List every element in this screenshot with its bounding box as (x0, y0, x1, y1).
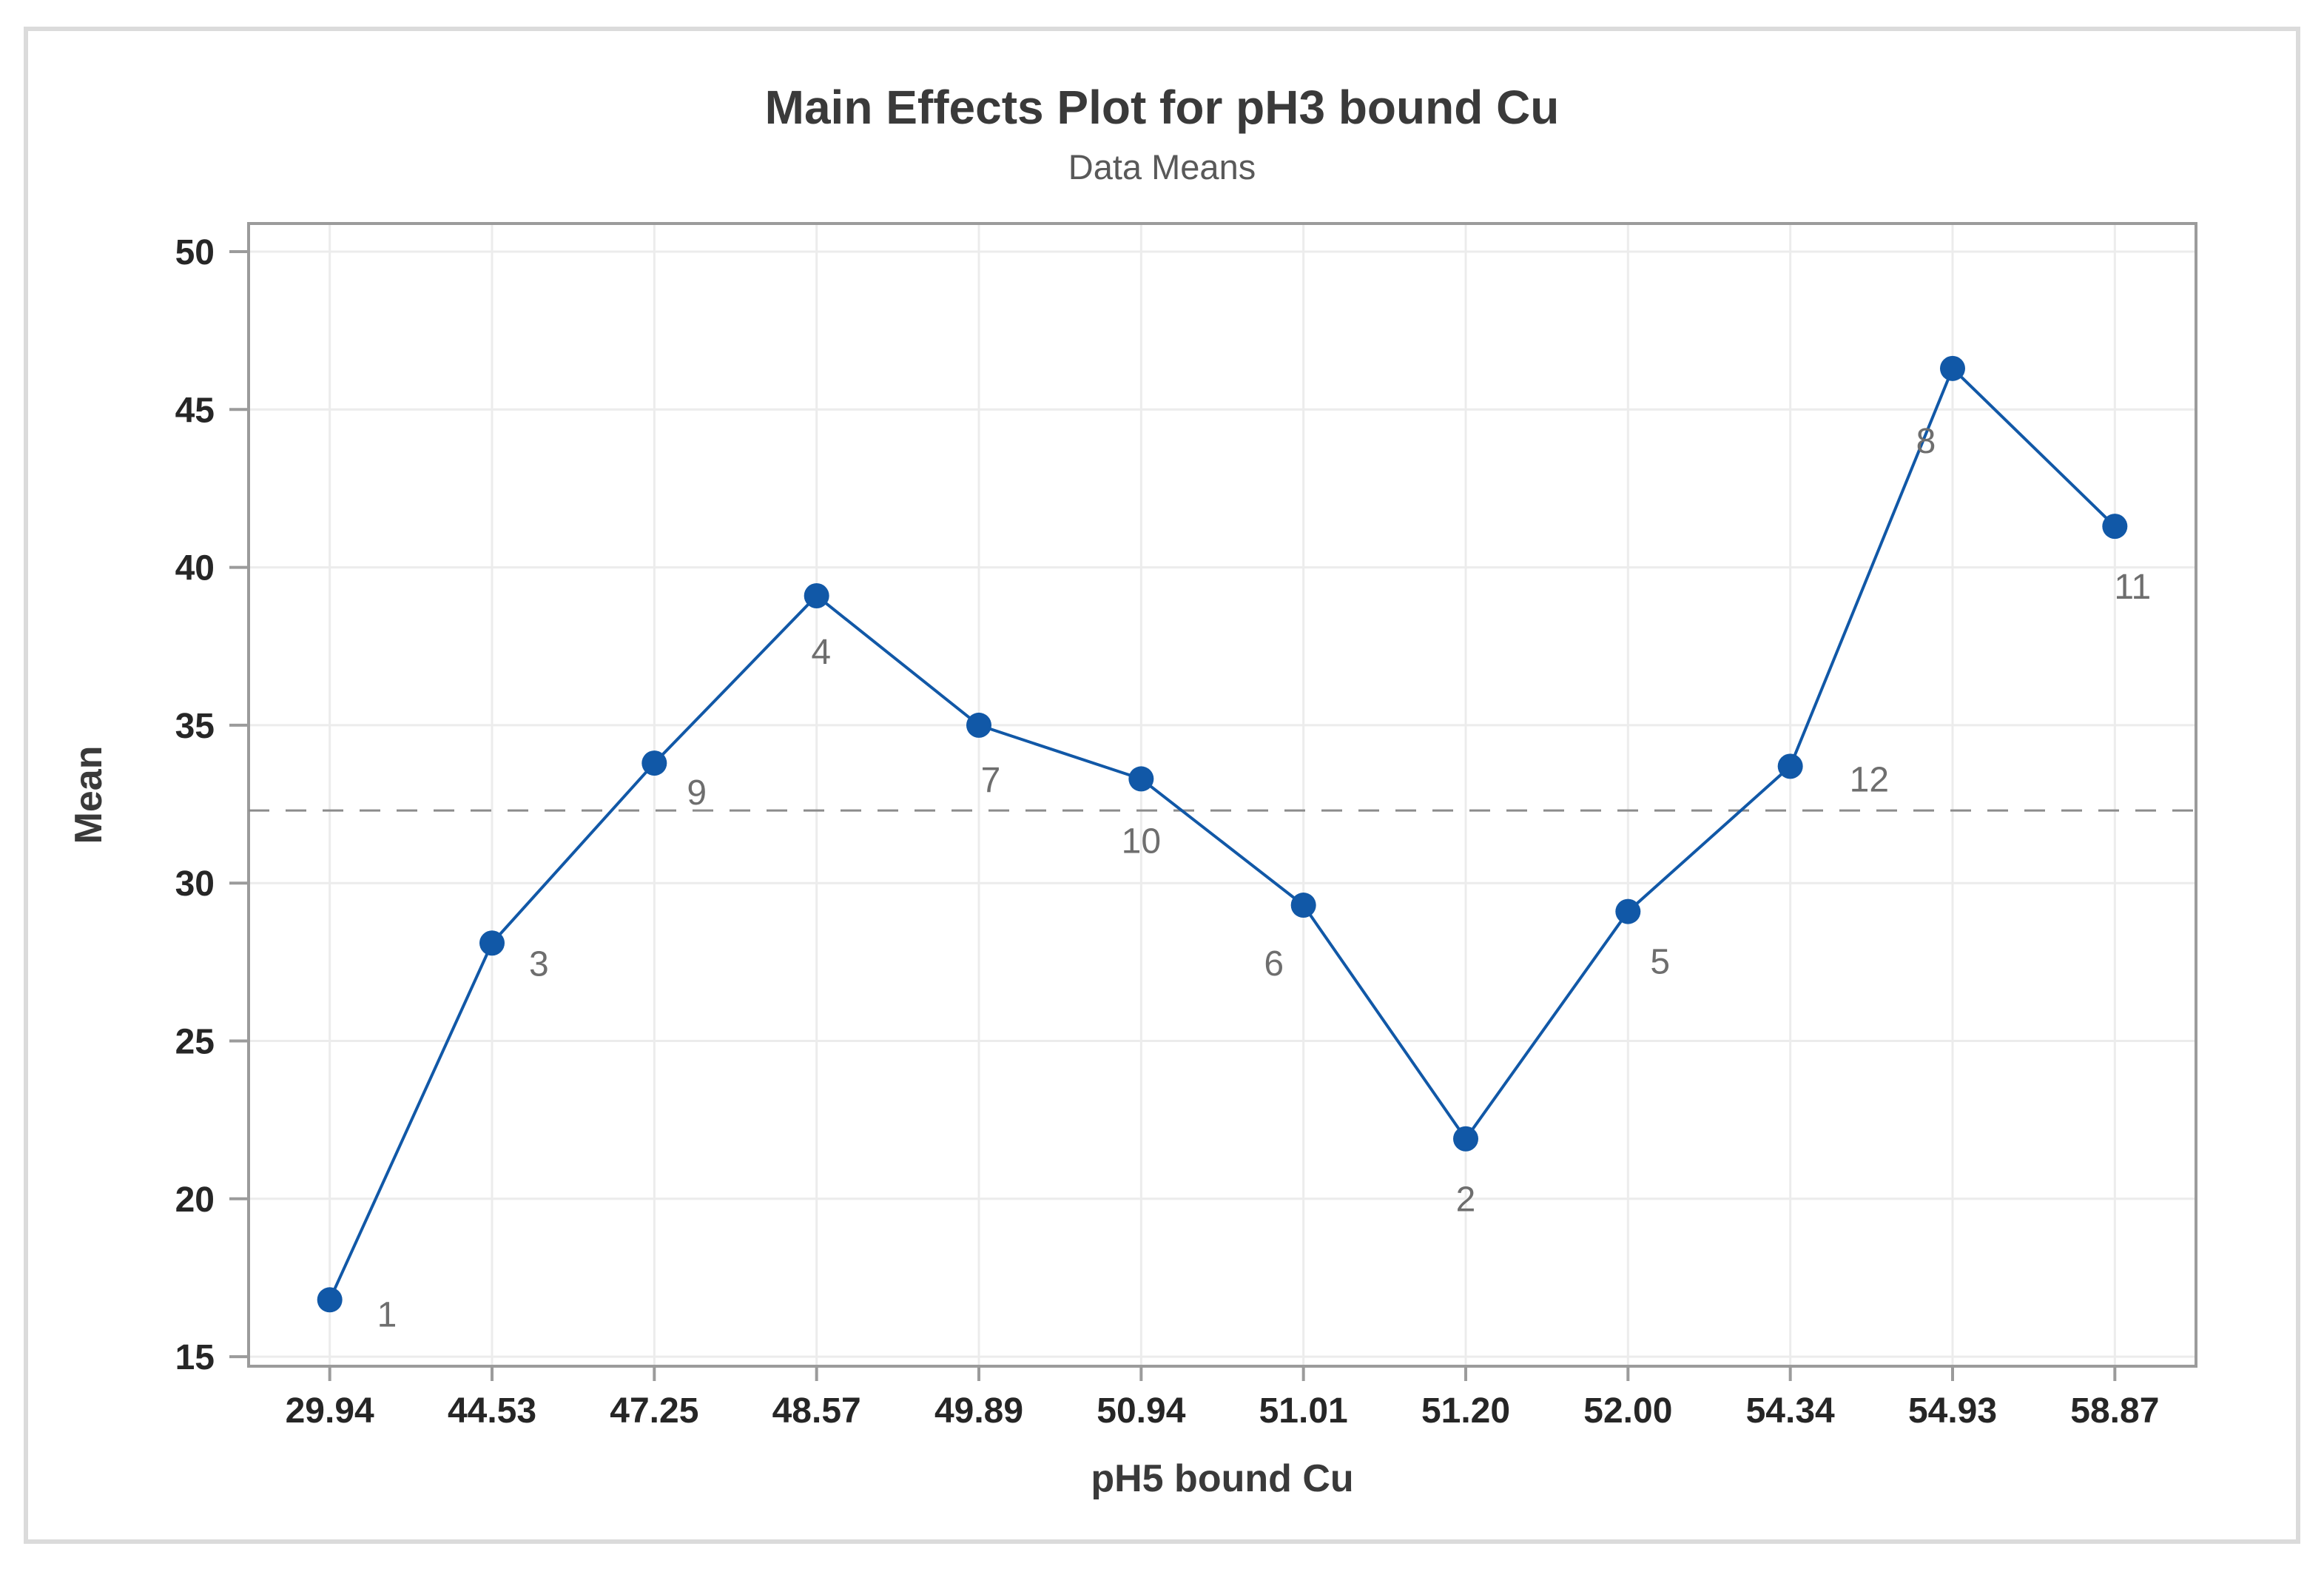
data-point-9[interactable] (641, 750, 667, 776)
y-tick-label-30: 30 (175, 864, 215, 904)
point-label-1: 1 (377, 1295, 397, 1334)
x-tick-label-58.87: 58.87 (2070, 1391, 2159, 1431)
data-point-4[interactable] (804, 582, 829, 608)
point-label-4: 4 (811, 633, 831, 672)
x-axis-title: pH5 bound Cu (1091, 1457, 1354, 1500)
x-tick-label-29.94: 29.94 (286, 1391, 374, 1431)
point-label-5: 5 (1650, 943, 1670, 982)
data-point-6[interactable] (1290, 893, 1316, 918)
data-point-2[interactable] (1453, 1126, 1478, 1152)
y-tick-label-15: 15 (175, 1338, 215, 1377)
point-label-2: 2 (1456, 1180, 1476, 1220)
y-tick-label-20: 20 (175, 1180, 215, 1220)
data-point-1[interactable] (317, 1287, 343, 1313)
data-point-5[interactable] (1615, 898, 1641, 924)
plot-border (247, 222, 2197, 1368)
y-tick-label-35: 35 (175, 707, 215, 746)
x-tick-label-48.57: 48.57 (772, 1391, 861, 1431)
point-label-3: 3 (529, 944, 549, 984)
x-tick-label-54.93: 54.93 (1908, 1391, 1997, 1431)
data-point-11[interactable] (2102, 514, 2128, 540)
chart-subtitle: Data Means (1068, 147, 1256, 187)
y-tick-label-25: 25 (175, 1023, 215, 1062)
data-point-7[interactable] (966, 712, 991, 738)
x-tick-label-51.01: 51.01 (1259, 1391, 1348, 1431)
y-tick-label-45: 45 (175, 391, 215, 430)
x-tick-label-49.89: 49.89 (934, 1391, 1023, 1431)
y-tick-label-40: 40 (175, 549, 215, 588)
x-tick-label-52.00: 52.00 (1583, 1391, 1672, 1431)
point-label-8: 8 (1916, 422, 1936, 461)
data-point-12[interactable] (1777, 753, 1803, 779)
point-label-12: 12 (1850, 760, 1889, 799)
data-point-3[interactable] (479, 930, 505, 956)
series-line[interactable] (328, 366, 2116, 1301)
data-point-10[interactable] (1128, 766, 1154, 792)
x-tick-label-54.34: 54.34 (1746, 1391, 1835, 1431)
y-tick-label-50: 50 (175, 233, 215, 272)
x-tick-label-50.94: 50.94 (1097, 1391, 1185, 1431)
point-label-9: 9 (687, 773, 707, 813)
x-tick-label-47.25: 47.25 (610, 1391, 698, 1431)
figure-border (24, 27, 2300, 1544)
point-label-10: 10 (1122, 822, 1161, 861)
point-label-7: 7 (981, 761, 1001, 800)
point-label-6: 6 (1264, 944, 1284, 984)
x-tick-label-44.53: 44.53 (448, 1391, 536, 1431)
chart-title: Main Effects Plot for pH3 bound Cu (764, 81, 1560, 134)
point-label-11: 11 (2114, 568, 2151, 607)
data-point-8[interactable] (1940, 355, 1965, 381)
x-tick-label-51.20: 51.20 (1421, 1391, 1510, 1431)
